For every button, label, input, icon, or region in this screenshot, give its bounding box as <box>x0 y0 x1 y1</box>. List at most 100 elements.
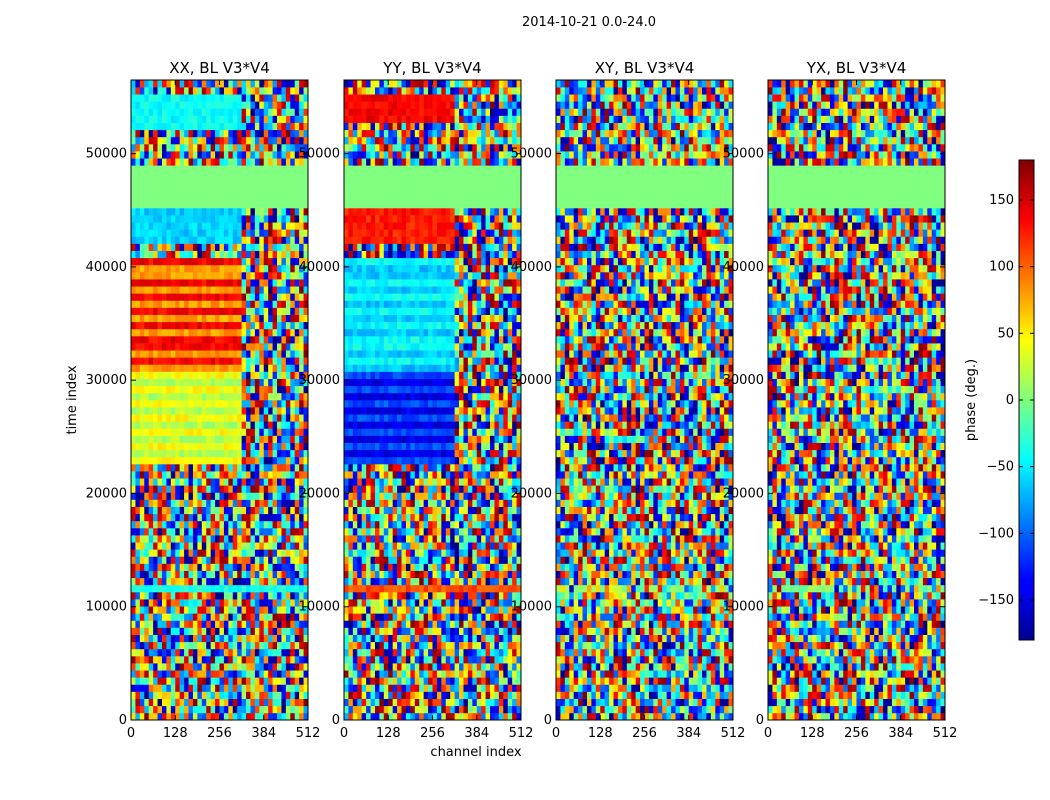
heatmap-cell <box>232 641 238 650</box>
heatmap-cell <box>344 478 349 486</box>
heatmap-cell <box>197 215 203 223</box>
heatmap-cell <box>135 656 141 664</box>
heatmap-cell <box>272 108 278 116</box>
heatmap-cell <box>352 620 358 628</box>
heatmap-cell <box>410 492 416 500</box>
heatmap-cell <box>388 528 393 536</box>
heatmap-cell <box>144 485 149 493</box>
heatmap-cell <box>246 485 251 493</box>
heatmap-cell <box>259 115 265 123</box>
heatmap-cell <box>263 513 269 522</box>
heatmap-cell <box>366 577 371 586</box>
heatmap-cell <box>494 712 500 721</box>
heatmap-cell <box>445 549 451 557</box>
heatmap-cell <box>188 215 194 223</box>
heatmap-cell <box>268 229 273 237</box>
heatmap-cell <box>348 520 354 529</box>
heatmap-cell <box>268 563 273 571</box>
heatmap-cell <box>161 129 167 138</box>
heatmap-cell <box>436 549 442 557</box>
heatmap-cell <box>166 229 172 237</box>
heatmap-cell <box>423 542 429 550</box>
heatmap-cell <box>467 648 473 657</box>
heatmap-cell <box>432 656 438 664</box>
heatmap-cell <box>166 186 172 195</box>
heatmap-cell <box>219 698 225 707</box>
heatmap-cell <box>414 549 420 557</box>
heatmap-cell <box>188 328 194 337</box>
heatmap-cell <box>228 506 234 515</box>
heatmap-cell <box>237 513 242 522</box>
heatmap-cell <box>206 656 211 664</box>
heatmap-cell <box>374 691 380 699</box>
heatmap-cell <box>366 641 371 650</box>
heatmap-cell <box>467 691 473 699</box>
heatmap-cell <box>254 215 260 223</box>
heatmap-cell <box>294 250 300 259</box>
heatmap-cell <box>131 80 136 88</box>
heatmap-cell <box>259 392 265 401</box>
heatmap-cell <box>512 492 517 500</box>
heatmap-cell <box>223 122 229 131</box>
heatmap-cell <box>277 556 282 564</box>
heatmap-cell <box>232 115 238 123</box>
heatmap-cell <box>512 698 517 707</box>
heatmap-cell <box>467 492 473 500</box>
heatmap-cell <box>277 570 282 579</box>
heatmap-cell <box>463 535 469 543</box>
heatmap-cell <box>201 506 207 515</box>
heatmap-cell <box>428 556 433 564</box>
heatmap-cell <box>170 179 176 187</box>
heatmap-cell <box>237 456 242 465</box>
heatmap-cell <box>281 613 287 621</box>
heatmap-cell <box>148 200 154 209</box>
heatmap-cell <box>179 307 185 315</box>
heatmap-cell <box>272 122 278 131</box>
heatmap-cell <box>463 513 469 522</box>
heatmap-cell <box>366 691 371 699</box>
heatmap-cell <box>357 528 362 536</box>
heatmap-cell <box>241 350 247 358</box>
heatmap-cell <box>228 336 234 344</box>
heatmap-cell <box>463 641 469 650</box>
heatmap-cell <box>201 712 207 721</box>
heatmap-cell <box>206 321 211 330</box>
heatmap-cell <box>263 663 269 671</box>
heatmap-cell <box>201 656 207 664</box>
heatmap-cell <box>184 300 189 308</box>
heatmap-cell <box>161 250 167 259</box>
heatmap-cell <box>268 627 273 635</box>
heatmap-cell <box>490 592 495 600</box>
heatmap-cell <box>201 592 207 600</box>
heatmap-cell <box>170 691 176 699</box>
heatmap-cell <box>259 656 265 664</box>
heatmap-cell <box>254 549 260 557</box>
heatmap-cell <box>299 556 304 564</box>
heatmap-cell <box>467 684 473 692</box>
heatmap-cell <box>175 492 180 500</box>
heatmap-cell <box>383 492 389 500</box>
heatmap-cell <box>170 584 176 593</box>
heatmap-cell <box>507 485 513 493</box>
heatmap-cell <box>272 87 278 95</box>
heatmap-cell <box>268 122 273 131</box>
heatmap-cell <box>192 165 198 173</box>
heatmap-cell <box>219 584 225 593</box>
heatmap-cell <box>131 506 136 515</box>
heatmap-cell <box>166 115 172 123</box>
heatmap-cell <box>414 599 420 607</box>
heatmap-cell <box>414 606 420 614</box>
heatmap-cell <box>135 122 141 131</box>
heatmap-cell <box>344 499 349 507</box>
heatmap-cell <box>361 492 367 500</box>
heatmap-cell <box>277 264 282 273</box>
heatmap-cell <box>485 592 491 600</box>
heatmap-cell <box>285 442 291 451</box>
heatmap-cell <box>498 556 504 564</box>
heatmap-cell <box>232 257 238 266</box>
heatmap-cell <box>285 563 291 571</box>
heatmap-cell <box>268 243 273 251</box>
heatmap-cell <box>490 549 495 557</box>
heatmap-cell <box>210 272 216 280</box>
heatmap-cell <box>290 556 296 564</box>
